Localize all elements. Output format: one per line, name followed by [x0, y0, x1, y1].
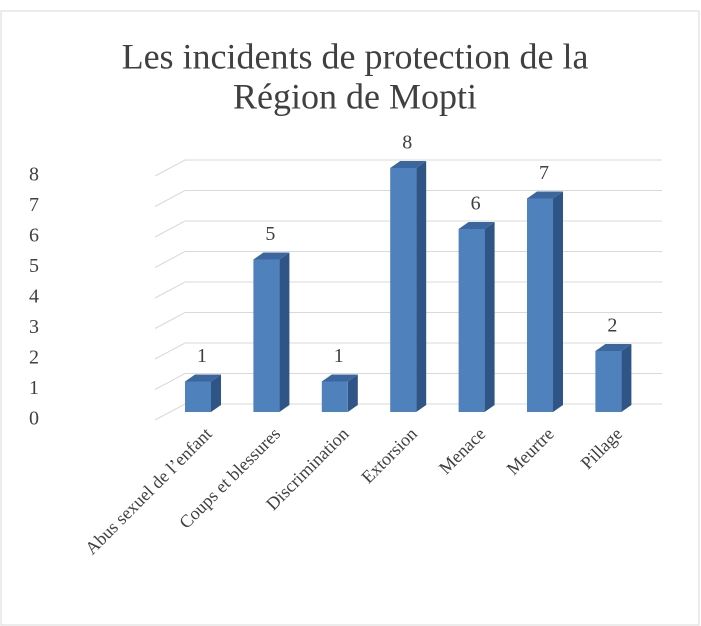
- y-tick-label: 6: [29, 225, 39, 247]
- grid-line: [154, 342, 662, 360]
- bar-top: [321, 374, 358, 382]
- y-tick-label: 7: [29, 194, 39, 216]
- y-tick-label: 0: [29, 408, 39, 430]
- y-tick-label: 5: [29, 255, 39, 277]
- bar-top: [185, 374, 221, 382]
- bar-side: [211, 374, 221, 412]
- bar-front: [595, 351, 622, 412]
- bar-side: [484, 222, 495, 412]
- bar-side: [553, 191, 563, 412]
- y-tick-label: 4: [29, 286, 39, 308]
- bar: [527, 191, 563, 412]
- value-label: 1: [197, 345, 207, 367]
- grid-line: [154, 373, 662, 390]
- bar-top: [595, 344, 632, 351]
- bar-top: [527, 191, 563, 199]
- bar-top: [253, 252, 290, 260]
- chart-frame: [0, 10, 700, 626]
- bar-side: [347, 374, 358, 412]
- bar-front: [458, 229, 485, 412]
- y-tick-label: 2: [29, 347, 39, 369]
- bar-side: [621, 344, 632, 412]
- y-tick-label: 1: [29, 377, 39, 399]
- bar: [321, 374, 358, 412]
- grid-line: [154, 312, 662, 329]
- value-label: 8: [402, 132, 412, 154]
- bar: [595, 344, 632, 412]
- bar-top: [458, 222, 495, 229]
- value-label: 7: [539, 162, 549, 184]
- bar: [185, 374, 221, 412]
- value-label: 5: [265, 223, 275, 245]
- grid-line: [154, 159, 662, 177]
- grid-line: [154, 281, 662, 299]
- bar-front: [390, 168, 417, 412]
- bar-side: [279, 252, 290, 412]
- y-tick-label: 3: [29, 316, 39, 338]
- bar: [253, 252, 290, 412]
- bar: [458, 222, 495, 412]
- bar-front: [253, 259, 280, 412]
- value-label: 6: [471, 193, 481, 215]
- grid-line: [154, 251, 662, 268]
- chart-title: Les incidents de protection de la: [122, 36, 589, 76]
- bar-front: [321, 381, 348, 412]
- chart-title: Région de Mopti: [233, 76, 477, 116]
- bar-side: [416, 161, 427, 412]
- bar-front: [185, 381, 211, 412]
- bar-top: [390, 161, 427, 168]
- y-tick-label: 8: [29, 164, 39, 186]
- value-label: 1: [334, 345, 344, 367]
- bar: [390, 161, 427, 412]
- grid-line: [154, 220, 662, 238]
- bar-front: [527, 198, 553, 412]
- value-label: 2: [607, 315, 617, 337]
- grid-line: [154, 190, 662, 207]
